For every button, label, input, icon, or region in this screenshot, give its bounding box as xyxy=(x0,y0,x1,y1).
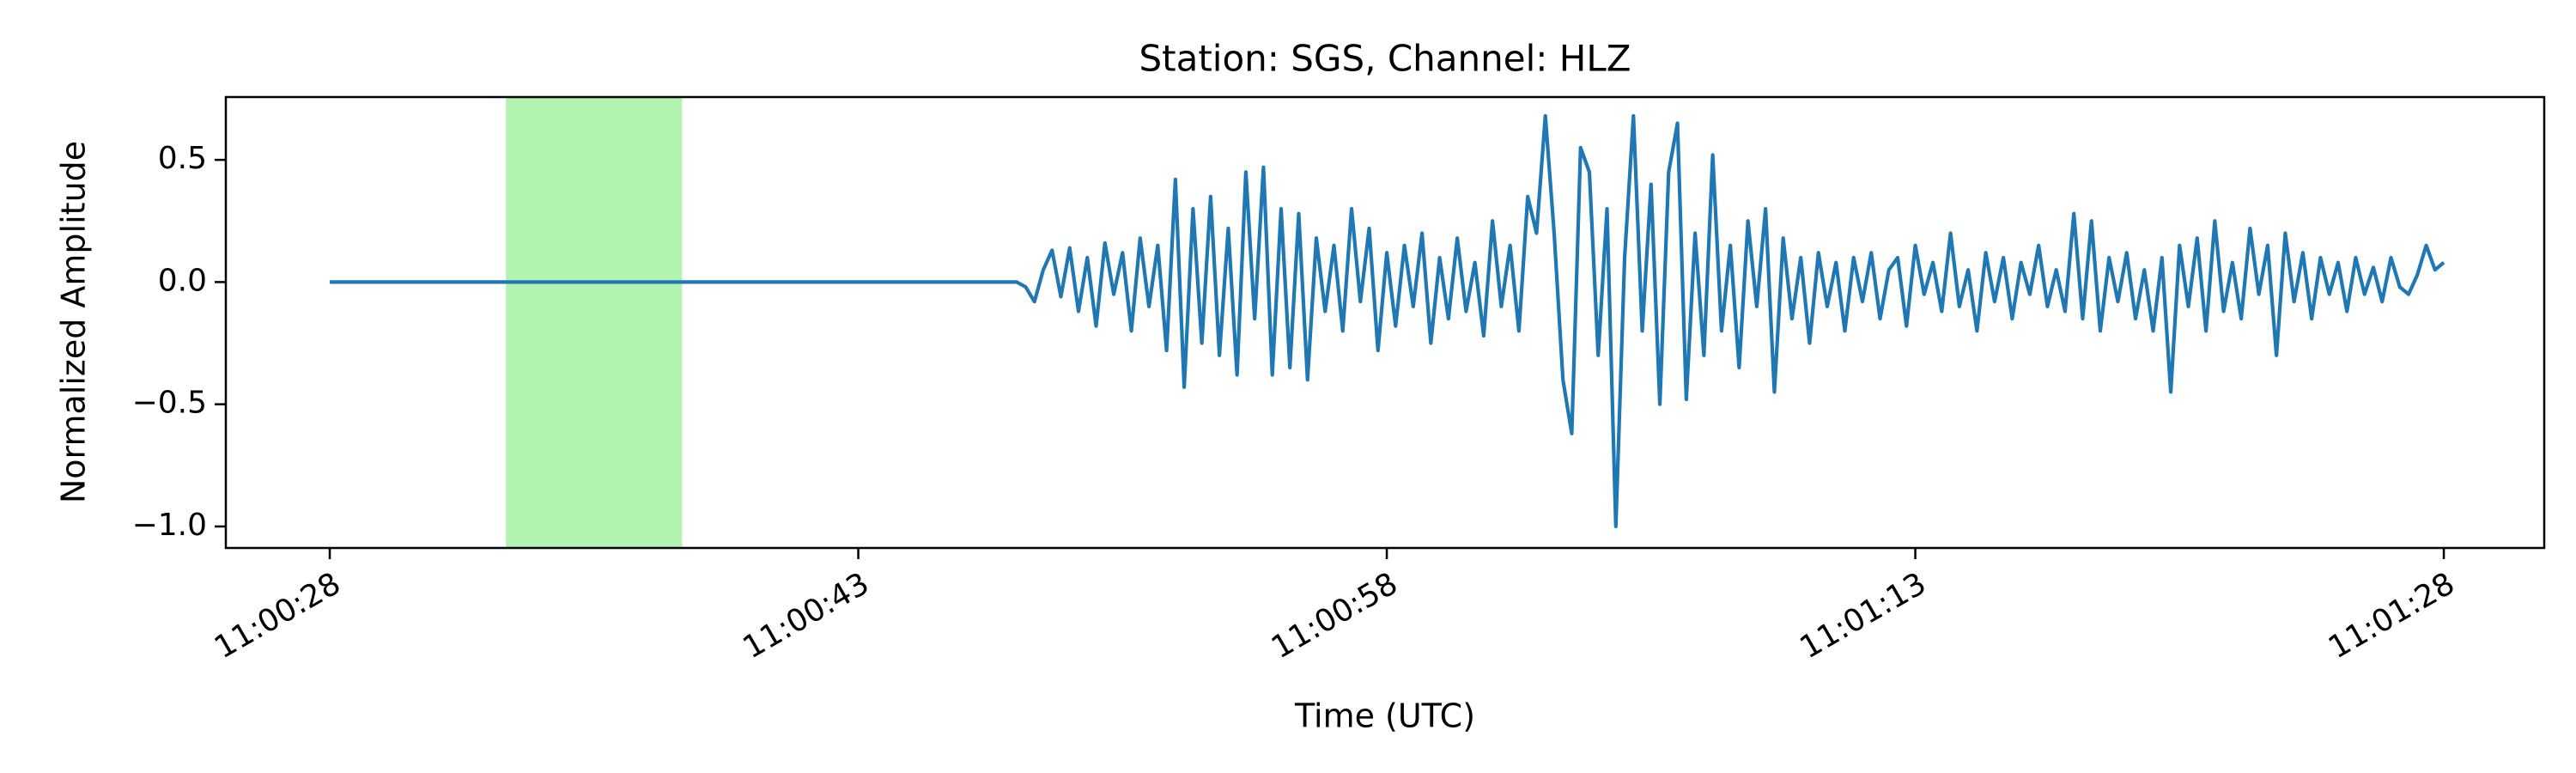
x-tick-label: 11:00:58 xyxy=(1266,566,1404,666)
x-tick-label: 11:00:28 xyxy=(209,566,347,666)
x-tick-label: 11:00:43 xyxy=(738,566,876,666)
waveform-line xyxy=(330,113,2445,529)
y-tick-label: −1.0 xyxy=(132,508,207,543)
y-tick-label: 0.0 xyxy=(158,263,207,298)
y-tick-label: −0.5 xyxy=(132,386,207,421)
y-axis-label: Normalized Amplitude xyxy=(55,141,93,503)
chart-title: Station: SGS, Channel: HLZ xyxy=(1139,38,1631,80)
y-tick-label: 0.5 xyxy=(158,141,207,176)
x-axis-label: Time (UTC) xyxy=(1294,697,1475,735)
highlight-span xyxy=(506,97,683,548)
axes-frame xyxy=(224,95,2546,550)
x-tick-label: 11:01:28 xyxy=(2323,566,2461,666)
x-tick-label: 11:01:13 xyxy=(1795,566,1933,666)
